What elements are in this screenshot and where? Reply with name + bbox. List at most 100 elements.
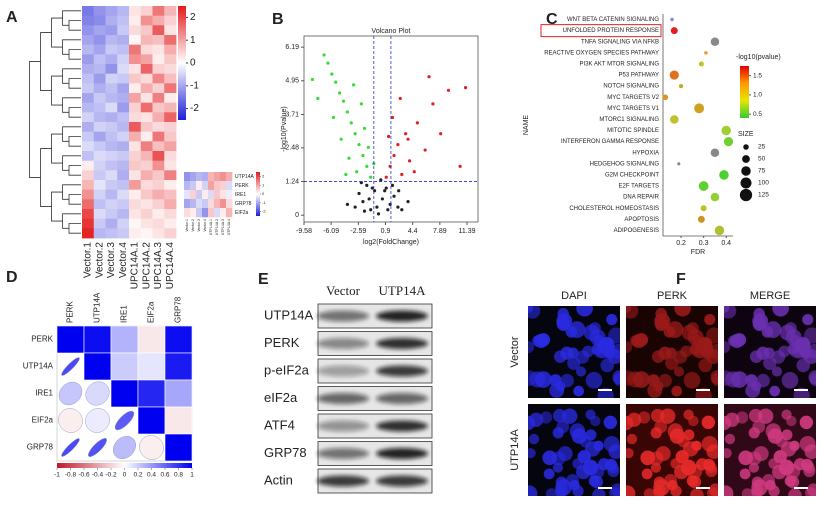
cell (709, 343, 718, 359)
heatmap-cell (105, 112, 118, 123)
inset-cell (220, 190, 227, 200)
heatmap-cell (117, 112, 130, 123)
heatmap-cell (117, 44, 130, 55)
data-point (341, 99, 346, 103)
data-point (347, 156, 351, 160)
cell (675, 450, 689, 464)
heatmap-cell (164, 228, 177, 239)
data-point (396, 143, 400, 147)
inset-cell (196, 172, 203, 182)
cell (724, 448, 732, 459)
cell (585, 429, 597, 441)
cell (756, 346, 770, 360)
heatmap-cell (105, 228, 118, 239)
column-label: UPC14A.2 (141, 242, 152, 290)
cell (603, 415, 618, 430)
cell (641, 468, 653, 480)
heatmap-cell (82, 102, 95, 113)
heatmap-cell (93, 218, 106, 229)
heatmap-cell (105, 122, 118, 133)
corr-square (110, 379, 139, 408)
column-label: Vector.1 (83, 242, 94, 279)
category-label: HYPOXIA (632, 150, 659, 156)
blot-row-label: ATF4 (264, 417, 295, 432)
column-label: GRP78 (174, 296, 183, 323)
micrograph (724, 306, 816, 398)
dendrogram-branch (40, 32, 52, 91)
data-point (355, 170, 359, 174)
data-point (458, 164, 462, 168)
heatmap-cell (152, 6, 165, 17)
colorbar-tick-label: -1 (54, 472, 60, 479)
legend-title: SIZE (738, 131, 754, 138)
colorbar (178, 6, 186, 120)
blot-column-label: UTP14A (379, 283, 427, 298)
data-point (400, 172, 404, 177)
inset-cell (208, 199, 215, 209)
cell (649, 451, 664, 466)
heatmap-cell (140, 199, 153, 210)
heatmap-cell (93, 160, 106, 171)
data-point (431, 102, 435, 106)
heatmap-cell (129, 170, 142, 181)
column-label: Vector.4 (118, 242, 129, 279)
cell (551, 451, 566, 466)
cell (807, 343, 816, 359)
cell (745, 383, 761, 398)
data-point (367, 197, 371, 201)
inset-cell (196, 190, 203, 200)
heatmap-cell (82, 218, 95, 229)
bubble (694, 103, 705, 114)
dendrogram-branch (68, 107, 81, 118)
colorbar-tick-label: 0.6 (160, 472, 169, 479)
category-label: TNFA SIGNALING VIA NFKB (581, 39, 659, 45)
x-tick-label: -9.58 (296, 228, 312, 235)
bubble (678, 84, 684, 89)
heatmap-cell (140, 64, 153, 75)
heatmap-cell (105, 218, 118, 229)
colorbar-tick-label: 0 (190, 58, 196, 69)
data-point (415, 121, 419, 125)
corr-square (164, 379, 193, 408)
inset-colorbar-tick-label: 2 (262, 173, 265, 178)
heatmap-cell (140, 6, 153, 17)
legend-size-dot (739, 188, 753, 202)
corr-ellipse (114, 410, 135, 431)
cell (654, 420, 668, 434)
panel-label: C (546, 11, 558, 28)
colorbar-tick-label: 1 (190, 472, 194, 479)
cell (576, 464, 591, 480)
heatmap-cell (152, 15, 165, 26)
corr-ellipse (113, 436, 136, 459)
cell (772, 306, 789, 317)
heatmap-cell (93, 199, 106, 210)
cell (757, 408, 774, 424)
data-point (357, 191, 361, 196)
row-label: UTP14A (23, 362, 54, 371)
corr-square (137, 406, 166, 435)
blot-band (376, 365, 428, 377)
cell (659, 408, 676, 424)
cell (765, 479, 776, 491)
data-point (344, 172, 348, 177)
blot-band (317, 365, 369, 377)
category-label: P53 PATHWAY (619, 73, 659, 79)
inset-cell (184, 199, 191, 209)
inset-column-label: Vector.1 (185, 219, 189, 232)
inset-cell (196, 199, 203, 209)
colorbar (57, 463, 192, 468)
heatmap-cell (82, 54, 95, 65)
heatmap-cell (140, 122, 153, 133)
data-point (407, 159, 412, 163)
corr-square (110, 325, 139, 354)
data-point (446, 88, 451, 92)
heatmap-cell (117, 25, 130, 36)
legend-size-label: 100 (758, 180, 769, 187)
heatmap-cell (82, 122, 95, 133)
dendrogram-branch (51, 75, 63, 106)
data-point (396, 205, 400, 209)
heatmap-cell (129, 122, 142, 133)
x-tick-label: 7.89 (433, 228, 447, 235)
heatmap-cell (93, 25, 106, 36)
cell (806, 483, 816, 496)
